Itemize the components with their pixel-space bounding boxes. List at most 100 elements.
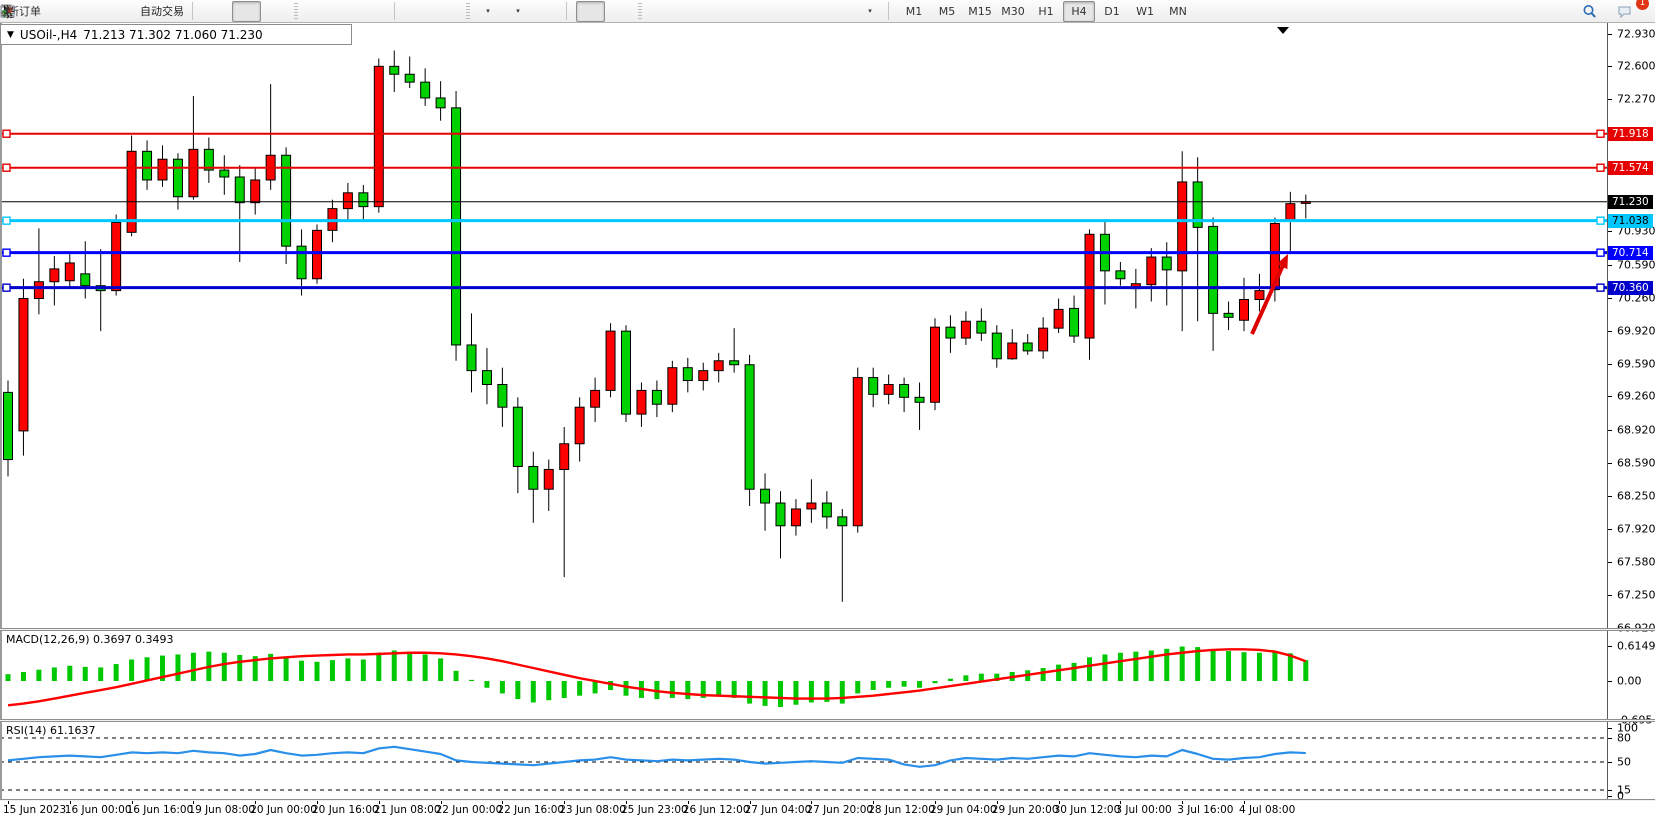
zoom-in-button[interactable]	[1, 1, 330, 22]
bear-candle[interactable]	[621, 330, 631, 415]
bull-candle[interactable]	[126, 150, 137, 233]
candlestick-chart-button[interactable]	[1, 0, 261, 22]
bar-chart-button[interactable]	[1, 1, 231, 22]
chat-button[interactable]: 1	[1616, 0, 1649, 22]
bull-candle[interactable]	[698, 370, 709, 382]
bull-candle[interactable]	[1146, 256, 1157, 286]
bull-candle[interactable]	[960, 320, 971, 339]
timeframe-m15[interactable]: M15	[964, 1, 996, 22]
bull-candle[interactable]	[1053, 308, 1064, 329]
vertical-line-button[interactable]	[6, 1, 674, 22]
chevron-down-icon[interactable]: ▾	[516, 7, 520, 15]
auto-scroll-button[interactable]	[1, 1, 433, 22]
bull-candle[interactable]	[250, 179, 261, 204]
line-chart-button[interactable]	[0, 1, 291, 22]
bull-candle[interactable]	[1038, 327, 1049, 352]
bear-candle[interactable]	[420, 81, 431, 99]
bull-candle[interactable]	[636, 389, 647, 415]
bear-candle[interactable]	[435, 97, 446, 109]
bear-candle[interactable]	[497, 383, 508, 408]
chart-shift-button[interactable]	[1, 1, 463, 22]
timeframe-h1[interactable]: H1	[1030, 1, 1062, 22]
bull-candle[interactable]	[111, 221, 122, 292]
tile-windows-button[interactable]	[0, 1, 390, 22]
bear-candle[interactable]	[512, 406, 523, 467]
bull-candle[interactable]	[188, 148, 199, 198]
bear-candle[interactable]	[1022, 342, 1033, 352]
timeframe-m1[interactable]: M1	[898, 1, 930, 22]
chevron-down-icon[interactable]: ▾	[486, 7, 490, 15]
bear-candle[interactable]	[481, 370, 492, 385]
bull-candle[interactable]	[667, 367, 678, 405]
price-pane[interactable]	[0, 24, 1607, 629]
horizontal-line-button[interactable]	[1, 1, 704, 22]
bull-candle[interactable]	[1177, 181, 1188, 272]
bear-candle[interactable]	[1069, 307, 1080, 337]
bear-candle[interactable]	[172, 158, 183, 198]
bear-candle[interactable]	[744, 364, 755, 490]
periods-button[interactable]: ▾	[1, 1, 532, 22]
bull-candle[interactable]	[1239, 299, 1249, 321]
fibonacci-button[interactable]: F	[2, 1, 794, 22]
line-handle[interactable]	[2, 283, 11, 292]
bear-candle[interactable]	[528, 465, 539, 490]
timeframe-w1[interactable]: W1	[1129, 1, 1161, 22]
line-handle[interactable]	[2, 163, 11, 172]
crosshair-button[interactable]	[1, 1, 635, 22]
macd-pane[interactable]	[0, 631, 1607, 719]
bull-candle[interactable]	[342, 192, 353, 210]
indicators-button[interactable]	[0, 1, 562, 22]
pane-separator-rsi[interactable]	[0, 719, 1655, 722]
chart-menu-collapse-icon[interactable]: ▼	[7, 29, 14, 40]
bear-candle[interactable]	[991, 332, 1002, 360]
bull-candle[interactable]	[713, 360, 724, 372]
bull-candle[interactable]	[806, 502, 817, 510]
arrow-head[interactable]	[1276, 254, 1288, 270]
bear-candle[interactable]	[1208, 225, 1219, 314]
cursor-button[interactable]	[4, 0, 605, 22]
timeframe-mn[interactable]: MN	[1162, 1, 1194, 22]
bear-candle[interactable]	[404, 73, 415, 83]
line-handle[interactable]	[1596, 283, 1605, 292]
line-handle[interactable]	[1596, 216, 1605, 225]
bear-candle[interactable]	[142, 150, 153, 181]
chart-area[interactable]: ▼ USOil-,H4 71.213 71.302 71.060 71.230 …	[0, 23, 1655, 829]
line-handle[interactable]	[1596, 129, 1605, 138]
bear-candle[interactable]	[1161, 256, 1172, 271]
auto-trading-button[interactable]: 自动交易	[0, 1, 188, 22]
rsi-pane[interactable]	[0, 722, 1607, 799]
bear-candle[interactable]	[296, 245, 307, 280]
bull-candle[interactable]	[1269, 222, 1280, 291]
bear-candle[interactable]	[976, 320, 987, 334]
new-chart-button[interactable]: ▾	[1, 1, 502, 22]
bear-candle[interactable]	[203, 148, 214, 171]
timeframe-h4[interactable]: H4	[1063, 0, 1095, 22]
trendline-button[interactable]	[1, 1, 734, 22]
bear-candle[interactable]	[1223, 312, 1234, 318]
bull-candle[interactable]	[373, 65, 384, 208]
bear-candle[interactable]	[466, 344, 477, 372]
line-handle[interactable]	[1596, 248, 1605, 257]
bull-candle[interactable]	[574, 406, 585, 445]
bear-candle[interactable]	[1192, 181, 1203, 228]
signals-button[interactable]	[1, 1, 135, 22]
bear-candle[interactable]	[945, 326, 956, 339]
bear-candle[interactable]	[80, 273, 91, 287]
bear-candle[interactable]	[651, 389, 662, 405]
arrows-button[interactable]: ▾	[1, 1, 884, 22]
data-window-button[interactable]	[0, 1, 105, 22]
bull-candle[interactable]	[1007, 342, 1018, 360]
bear-candle[interactable]	[1115, 270, 1126, 280]
bear-candle[interactable]	[219, 169, 230, 178]
bear-candle[interactable]	[760, 488, 771, 504]
bull-candle[interactable]	[1285, 203, 1296, 221]
bull-candle[interactable]	[605, 330, 616, 391]
arrow-shaft[interactable]	[1250, 262, 1286, 335]
bear-candle[interactable]	[821, 502, 832, 518]
text-label-button[interactable]: T	[1, 1, 854, 22]
bear-candle[interactable]	[389, 65, 400, 75]
bull-candle[interactable]	[312, 229, 322, 280]
text-button[interactable]: A	[3, 1, 824, 22]
bull-candle[interactable]	[1254, 290, 1265, 301]
bull-candle[interactable]	[33, 281, 44, 300]
